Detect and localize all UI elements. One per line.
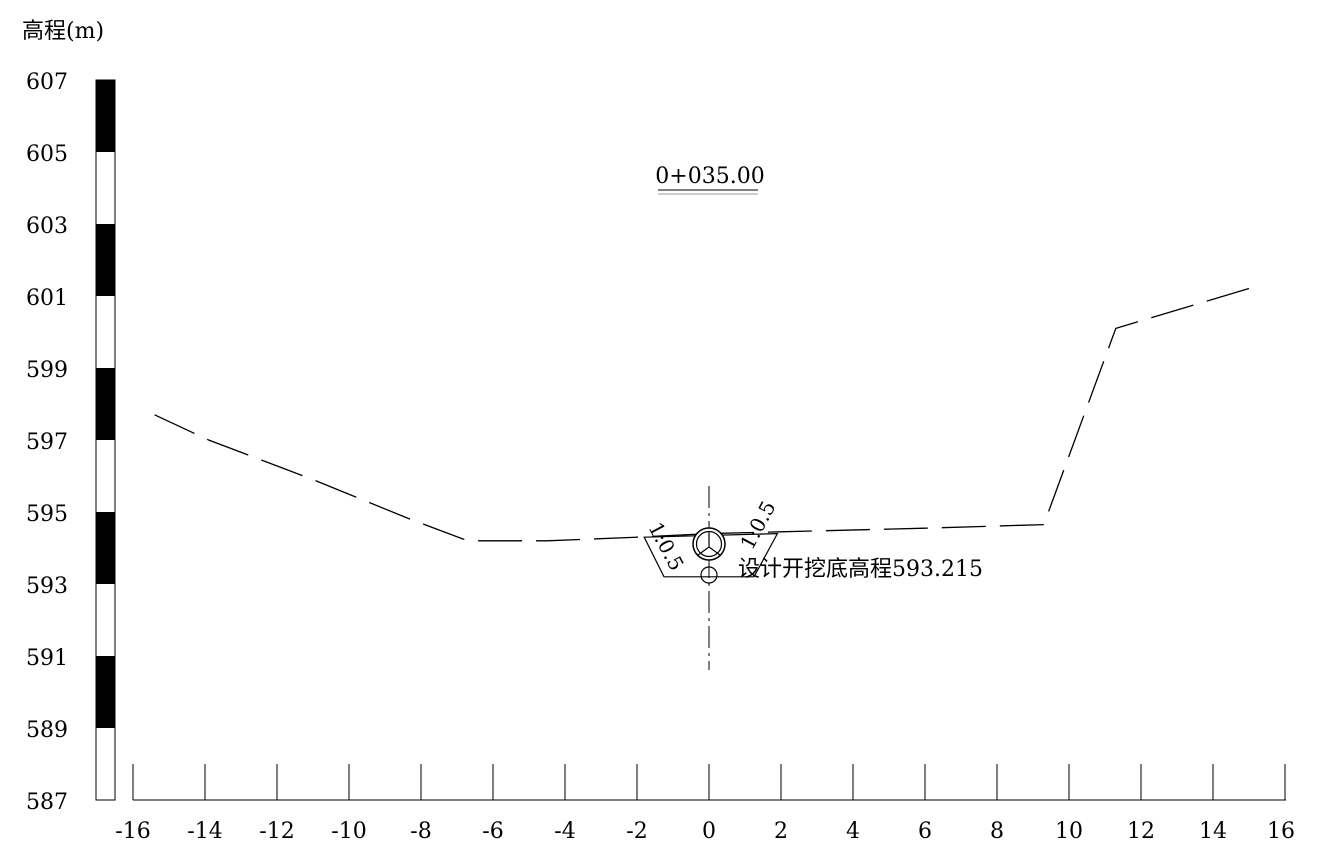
y-tick-label: 593 bbox=[26, 574, 68, 599]
x-tick-label: -4 bbox=[554, 819, 575, 844]
ground-profile-line bbox=[154, 284, 1260, 542]
y-tick-label: 591 bbox=[26, 646, 68, 671]
x-tick-label: 12 bbox=[1127, 819, 1155, 844]
x-tick-label: 0 bbox=[702, 819, 716, 844]
design-elevation-label: 设计开挖底高程593.215 bbox=[738, 557, 983, 582]
scale-bar-block bbox=[96, 512, 115, 584]
y-axis-title: 高程(m) bbox=[22, 19, 104, 44]
scale-bar-block bbox=[96, 80, 115, 152]
x-tick-label: 2 bbox=[774, 819, 788, 844]
y-tick-labels: 607 605 603 601 599 597 595 593 591 589 … bbox=[26, 70, 68, 815]
x-tick-label: -12 bbox=[259, 819, 294, 844]
x-tick-label: 10 bbox=[1055, 819, 1083, 844]
elevation-scale-bar bbox=[95, 79, 116, 801]
x-tick-label: -2 bbox=[626, 819, 647, 844]
bottom-marker-circle bbox=[700, 566, 718, 584]
x-tick-label: 4 bbox=[846, 819, 860, 844]
scale-bar-block bbox=[96, 656, 115, 728]
scale-bar-block bbox=[96, 224, 115, 296]
pipe-spoke bbox=[708, 546, 721, 556]
pipe-symbol bbox=[692, 527, 726, 584]
x-tick-label: 14 bbox=[1199, 819, 1227, 844]
station-label: 0+035.00 bbox=[655, 164, 764, 189]
slope-label-right: 1:0.5 bbox=[735, 497, 780, 554]
y-tick-label: 599 bbox=[26, 358, 68, 383]
pipe-spoke bbox=[697, 546, 710, 556]
x-tick-label: -6 bbox=[482, 819, 503, 844]
y-tick-label: 587 bbox=[26, 790, 68, 815]
slope-label-left: 1:0.5 bbox=[644, 518, 689, 575]
y-tick-label: 595 bbox=[26, 502, 68, 527]
x-tick-label: -14 bbox=[187, 819, 222, 844]
y-tick-label: 603 bbox=[26, 214, 68, 239]
x-tick-label: -10 bbox=[331, 819, 366, 844]
trench-outline bbox=[643, 532, 779, 578]
y-tick-label: 597 bbox=[26, 430, 68, 455]
y-tick-label: 601 bbox=[26, 286, 68, 311]
x-ticks bbox=[132, 764, 1286, 800]
x-tick-label: -16 bbox=[115, 819, 150, 844]
x-tick-label: 8 bbox=[990, 819, 1004, 844]
y-tick-label: 589 bbox=[26, 718, 68, 743]
x-tick-label: 16 bbox=[1267, 819, 1295, 844]
y-tick-label: 607 bbox=[26, 70, 68, 95]
x-tick-label: -8 bbox=[410, 819, 431, 844]
y-tick-label: 605 bbox=[26, 142, 68, 167]
x-tick-label: 6 bbox=[918, 819, 932, 844]
x-tick-labels: -16 -14 -12 -10 -8 -6 -4 -2 0 2 4 6 8 10… bbox=[115, 819, 1295, 844]
scale-bar-block bbox=[96, 368, 115, 440]
